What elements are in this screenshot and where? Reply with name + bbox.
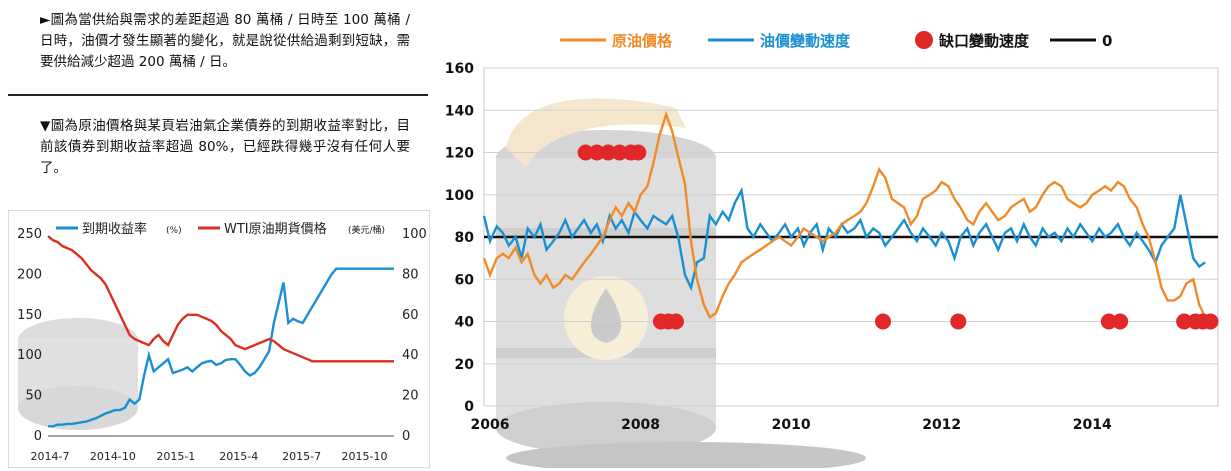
- caption-bond-yield: ▼圖為原油價格與某頁岩油氣企業債券的到期收益率對比，目前該債券到期收益率超過 8…: [40, 116, 410, 179]
- y-left-tick-label: 150: [17, 308, 42, 323]
- y-tick-label: 0: [464, 399, 474, 415]
- gap-speed-point: [1112, 313, 1129, 330]
- x-tick-label: 2015-7: [282, 450, 321, 463]
- legend-label-gap-speed: 缺口變動速度: [938, 32, 1030, 50]
- section-divider: [8, 94, 428, 96]
- y-tick-label: 140: [445, 103, 474, 119]
- bond-yield-vs-wti-chart: 0 50 100 150 200 250 0 20 40 60 80 100 2014-7 2014-10…: [8, 210, 430, 468]
- x-tick-label: 2014: [1073, 417, 1112, 433]
- y-left-tick-label: 250: [17, 227, 42, 242]
- gap-speed-point: [1202, 313, 1219, 330]
- gap-speed-point: [1100, 313, 1117, 330]
- y-tick-label: 100: [445, 188, 474, 204]
- caption-bond-yield-text: ▼圖為原油價格與某頁岩油氣企業債券的到期收益率對比，目前該債券到期收益率超過 8…: [40, 118, 410, 176]
- caption-supply-gap: ►圖為當供給與需求的差距超過 80 萬桶 / 日時至 100 萬桶 / 日時，油…: [40, 10, 410, 73]
- y-right-tick-label: 100: [402, 227, 427, 242]
- gap-speed-point: [611, 144, 628, 161]
- y-tick-label: 160: [445, 61, 474, 77]
- y-right-tick-label: 60: [402, 308, 419, 323]
- legend-unit-yield: (%): [166, 226, 182, 236]
- x-tick-label: 2008: [621, 417, 660, 433]
- legend-unit-wti: (美元/桶): [348, 224, 385, 236]
- gap-speed-point: [874, 313, 891, 330]
- x-tick-label: 2014-10: [90, 450, 136, 463]
- barrel-illustration-small: [18, 318, 138, 430]
- gap-speed-point: [577, 144, 594, 161]
- series-line-oil-price: [482, 110, 1207, 320]
- y-right-tick-label: 0: [402, 429, 410, 444]
- y-left-tick-label: 0: [34, 429, 42, 444]
- y-right-tick-label: 40: [402, 348, 419, 363]
- legend-label-zero: 0: [1102, 32, 1112, 50]
- x-tick-label: 2015-4: [219, 450, 258, 463]
- y-tick-label: 80: [455, 230, 475, 246]
- y-left-tick-label: 100: [17, 348, 42, 363]
- gap-speed-point: [950, 313, 967, 330]
- legend-label-wti: WTI原油期貨價格: [224, 221, 327, 237]
- y-tick-label: 20: [455, 357, 475, 373]
- legend-label-oil-speed: 油價變動速度: [760, 32, 851, 50]
- legend-label-yield: 到期收益率: [82, 221, 147, 237]
- x-tick-label: 2006: [471, 417, 510, 433]
- gap-speed-point: [588, 144, 605, 161]
- gap-speed-point: [630, 144, 647, 161]
- x-tick-label: 2014-7: [31, 450, 70, 463]
- x-tick-label: 2012: [922, 417, 961, 433]
- y-tick-label: 120: [445, 146, 474, 162]
- y-left-tick-label: 200: [17, 267, 42, 282]
- x-tick-label: 2010: [772, 417, 811, 433]
- series-line-wti: [47, 235, 394, 363]
- gap-speed-point: [667, 313, 684, 330]
- y-left-tick-label: 50: [25, 389, 42, 404]
- caption-supply-gap-text: ►圖為當供給與需求的差距超過 80 萬桶 / 日時至 100 萬桶 / 日時，油…: [40, 12, 410, 70]
- y-tick-label: 60: [455, 272, 475, 288]
- oil-price-speed-chart: 0 20 40 60 80 100 120 140 160 2006 2008 2010 2012 201…: [445, 31, 1219, 468]
- x-tick-label: 2015-10: [342, 450, 388, 463]
- x-tick-label: 2015-1: [156, 450, 195, 463]
- y-right-tick-label: 20: [402, 389, 419, 404]
- gap-speed-point: [1176, 313, 1193, 330]
- legend-swatch-gap-speed: [915, 31, 933, 49]
- gap-speed-point: [600, 144, 617, 161]
- legend-label-oil-price: 原油價格: [612, 32, 673, 50]
- series-line-yield: [48, 267, 394, 428]
- barrel-illustration: [496, 98, 866, 468]
- y-right-tick-label: 80: [402, 267, 419, 282]
- y-tick-label: 40: [455, 315, 475, 331]
